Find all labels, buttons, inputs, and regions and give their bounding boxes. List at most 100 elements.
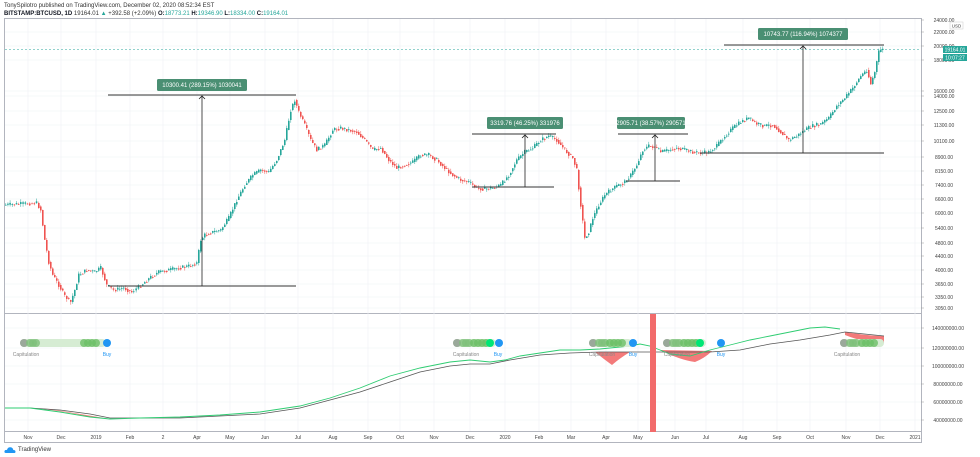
- signal-dots: Capitulation: [834, 339, 884, 358]
- price-tick: 16000.00: [934, 89, 955, 95]
- price-tick: 3050.00: [935, 306, 953, 312]
- arrow-up-icon: [521, 134, 529, 139]
- buy-label: Buy: [629, 352, 638, 358]
- price-tick: 4800.00: [935, 241, 953, 247]
- price-tick: 12500.00: [934, 109, 955, 115]
- indicator-tick: 40000000.00: [933, 418, 962, 424]
- arrow-up-icon: [198, 95, 206, 100]
- measure-label: 10300.41 (289.15%) 1030041: [162, 83, 242, 89]
- time-tick: Sep: [773, 435, 782, 441]
- signal-dots: Capitulation Buy: [453, 339, 503, 358]
- time-tick: Apr: [602, 435, 610, 441]
- time-tick: Jul: [703, 435, 709, 441]
- ohlc-line: BITSTAMP:BTCUSD, 1D 19164.01 ▲ +392.58 (…: [4, 11, 289, 17]
- bearish-fill: [580, 352, 630, 365]
- highlight-bar: [650, 314, 656, 432]
- time-tick: 2021: [909, 435, 920, 441]
- time-tick: Aug: [329, 435, 338, 441]
- time-tick: Feb: [535, 435, 544, 441]
- time-tick: 2: [162, 435, 165, 441]
- price-tick: 5400.00: [935, 226, 953, 232]
- measure-annotation[interactable]: 2905.71 (38.57%) 290571: [616, 117, 688, 182]
- signal-dots: Capitulation Buy: [13, 339, 112, 358]
- time-tick: 2019: [90, 435, 101, 441]
- buy-label: Buy: [717, 352, 726, 358]
- price-tick: 6000.00: [935, 211, 953, 217]
- time-axis-labels: Nov Dec 2019 Feb 2 Apr May Jun Jul Aug Sep Oct Nov De…: [24, 435, 921, 441]
- time-tick: Oct: [396, 435, 404, 441]
- indicator-tick: 60000000.00: [933, 400, 962, 406]
- capitulation-label: Capitulation: [834, 352, 861, 358]
- time-tick: Feb: [126, 435, 135, 441]
- last-price-tag: 19164.01 10:07:27: [943, 46, 967, 62]
- price-tick: 3350.00: [935, 295, 953, 301]
- time-tick: Aug: [739, 435, 748, 441]
- time-tick: Oct: [806, 435, 814, 441]
- symbol-label[interactable]: BITSTAMP:BTCUSD, 1D: [4, 11, 73, 17]
- price-tick: 14000.00: [934, 94, 955, 100]
- close-value: 19164.01: [263, 11, 289, 17]
- indicator: Capitulation Buy Capitulation Buy Capitulati…: [5, 314, 885, 432]
- time-tick: Jul: [295, 435, 301, 441]
- arrow-up-icon: [799, 45, 807, 50]
- measure-annotation[interactable]: 3319.76 (46.25%) 331976: [472, 117, 563, 188]
- buy-dot: [717, 339, 725, 347]
- capitulation-label: Capitulation: [453, 352, 480, 358]
- time-tick: Jun: [261, 435, 269, 441]
- measurements: 10300.41 (289.15%) 1030041 3319.76 (46.25…: [108, 28, 884, 287]
- footer: TradingView: [4, 446, 51, 454]
- price-change: +392.58 (+2.09%): [108, 11, 157, 17]
- indicator-tick: 140000000.00: [932, 326, 964, 332]
- price-tick: 6600.00: [935, 197, 953, 203]
- slow-line: [5, 331, 885, 419]
- indicator-axis[interactable]: 140000000.00 120000000.00 100000000.00 8000…: [921, 326, 964, 424]
- arrow-up-icon: [651, 134, 659, 139]
- tradingview-brand[interactable]: TradingView: [18, 447, 52, 453]
- price-tick: 8150.00: [935, 169, 953, 175]
- time-tick: Apr: [193, 435, 201, 441]
- buy-label: Buy: [494, 352, 503, 358]
- time-axis[interactable]: [4, 431, 922, 443]
- price-pane[interactable]: [4, 18, 922, 314]
- open-value: 18773.21: [164, 11, 190, 17]
- measure-label: 3319.76 (46.25%) 331976: [490, 121, 560, 127]
- time-tick: Nov: [430, 435, 439, 441]
- signal-dots: Capitulation Buy: [589, 339, 638, 358]
- time-tick: Dec: [876, 435, 885, 441]
- price-tick: 8900.00: [935, 155, 953, 161]
- time-tick: Mar: [567, 435, 576, 441]
- measure-annotation[interactable]: 10300.41 (289.15%) 1030041: [108, 79, 296, 287]
- buy-dot: [103, 339, 111, 347]
- time-tick: Jun: [671, 435, 679, 441]
- signal-dots: Capitulation Buy: [663, 339, 726, 358]
- currency-label: USD: [949, 21, 964, 30]
- measure-label: 2905.71 (38.57%) 290571: [616, 121, 686, 127]
- time-tick: Dec: [57, 435, 66, 441]
- price-tick: 22000.00: [934, 30, 955, 36]
- bearish-fill: [30, 408, 110, 419]
- time-tick: Nov: [24, 435, 33, 441]
- time-tick: Nov: [842, 435, 851, 441]
- svg-text:USD: USD: [952, 24, 962, 29]
- capitulation-label: Capitulation: [13, 352, 40, 358]
- up-arrow-icon: ▲: [100, 11, 107, 17]
- indicator-pane[interactable]: [4, 313, 922, 432]
- time-tick: Dec: [466, 435, 475, 441]
- high-value: 19346.90: [197, 11, 223, 17]
- candles: [5, 46, 921, 305]
- fast-line: [5, 326, 841, 420]
- indicator-tick: 100000000.00: [932, 364, 964, 370]
- time-tick: 2020: [499, 435, 510, 441]
- price-tick: 4400.00: [935, 254, 953, 260]
- buy-dot: [629, 339, 637, 347]
- measure-annotation[interactable]: 10743.77 (116.94%) 1074377: [700, 28, 884, 154]
- indicator-tick: 80000000.00: [933, 382, 962, 388]
- indicator-tick: 120000000.00: [932, 346, 964, 352]
- capitulation-label: Capitulation: [589, 352, 616, 358]
- time-tick: Sep: [364, 435, 373, 441]
- time-tick: May: [633, 435, 643, 441]
- published-line: TonySpilotro published on TradingView.co…: [4, 3, 215, 9]
- chart-header: TonySpilotro published on TradingView.co…: [4, 2, 288, 18]
- price-axis[interactable]: 24000.0022000.0020000.0018000.0016000.00…: [921, 18, 967, 312]
